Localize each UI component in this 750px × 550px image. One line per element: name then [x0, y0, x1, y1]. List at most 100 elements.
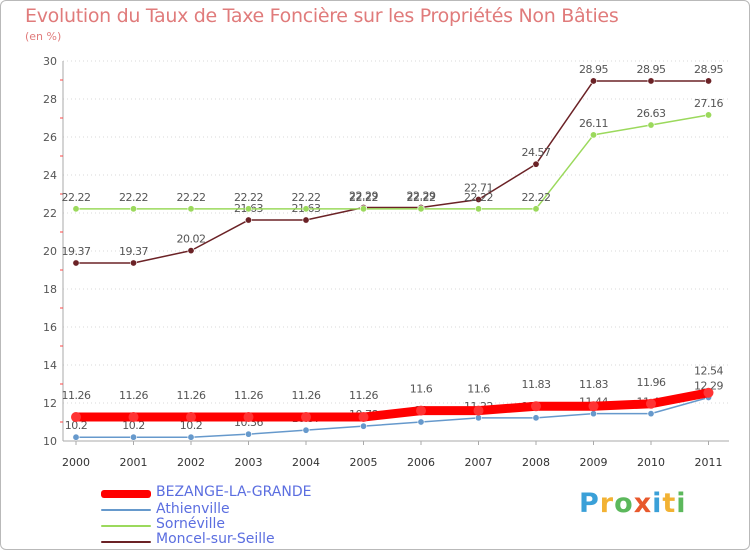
- chart-title: Evolution du Taux de Taxe Foncière sur l…: [25, 5, 619, 27]
- data-label-athienville-2001: 10.2: [122, 419, 145, 432]
- x-tick-label-2011: 2011: [695, 456, 723, 469]
- y-tick-label-10: 10: [43, 435, 57, 448]
- point-sorn-ville-2001: [130, 205, 138, 213]
- data-label-moncel-sur-seille-2000: 19.37: [62, 245, 91, 258]
- point-athienville-2009: [589, 410, 597, 418]
- data-label-sorn-ville-2001: 22.22: [119, 191, 148, 204]
- x-tick-label-2007: 2007: [465, 456, 493, 469]
- point-athienville-2008: [532, 414, 540, 422]
- y-tick-label-22: 22: [43, 207, 57, 220]
- data-label-moncel-sur-seille-2009: 28.95: [579, 63, 608, 76]
- legend-swatch-bezange: [101, 490, 151, 498]
- point-sorn-ville-2002: [187, 205, 195, 213]
- legend-swatch-moncel: [101, 541, 151, 543]
- data-label-moncel-sur-seille-2010: 28.95: [637, 63, 666, 76]
- point-moncel-sur-seille-2010: [647, 77, 655, 85]
- point-bezange-la-grande-2003: [243, 412, 254, 423]
- point-athienville-2006: [417, 418, 425, 426]
- point-athienville-2000: [72, 433, 80, 441]
- data-label-sorn-ville-2002: 22.22: [177, 191, 206, 204]
- series-line-bezange-la-grande: [71, 388, 713, 422]
- point-moncel-sur-seille-2009: [589, 77, 597, 85]
- point-moncel-sur-seille-2011: [704, 77, 712, 85]
- data-label-bezange-la-grande-2001: 11.26: [119, 389, 148, 402]
- proxiti-logo: Proxiti: [579, 488, 687, 519]
- data-label-sorn-ville-2005: 22.22: [349, 191, 378, 204]
- logo-letter: o: [614, 488, 634, 519]
- data-label-athienville-2002: 10.2: [180, 419, 203, 432]
- point-bezange-la-grande-2008: [531, 401, 541, 412]
- data-label-bezange-la-grande-2011: 12.54: [694, 365, 723, 378]
- point-moncel-sur-seille-2007: [474, 196, 482, 204]
- point-moncel-sur-seille-2001: [130, 259, 138, 267]
- data-label-sorn-ville-2008: 22.22: [522, 191, 551, 204]
- x-tick-label-2000: 2000: [62, 456, 90, 469]
- x-tick-label-2005: 2005: [350, 456, 378, 469]
- x-tick-label-2006: 2006: [407, 456, 435, 469]
- x-tick-label-2003: 2003: [235, 456, 263, 469]
- point-bezange-la-grande-2006: [416, 405, 426, 416]
- point-athienville-2003: [245, 430, 253, 438]
- data-label-bezange-la-grande-2002: 11.26: [177, 389, 206, 402]
- legend-swatch-sorneville: [101, 525, 151, 527]
- point-sorn-ville-2009: [589, 131, 597, 139]
- point-bezange-la-grande-2005: [358, 412, 369, 423]
- x-tick-label-2004: 2004: [292, 456, 320, 469]
- logo-letter: x: [633, 488, 653, 519]
- data-label-sorn-ville-2007: 22.22: [464, 191, 493, 204]
- data-label-bezange-la-grande-2005: 11.26: [349, 389, 378, 402]
- logo-letter: P: [579, 488, 600, 519]
- legend-label-moncel: Moncel-sur-Seille: [156, 531, 275, 547]
- data-label-sorn-ville-2010: 26.63: [637, 107, 666, 120]
- legend-label-sorneville: Sornéville: [156, 516, 226, 532]
- data-label-moncel-sur-seille-2005: 22.29: [349, 189, 378, 202]
- series-line-moncel-sur-seille: [75, 80, 710, 264]
- point-sorn-ville-2000: [72, 205, 80, 213]
- data-label-bezange-la-grande-2008: 11.83: [522, 378, 551, 391]
- data-label-sorn-ville-2004: 22.22: [292, 191, 321, 204]
- legend-swatch-athienville: [101, 509, 151, 511]
- legend-label-athienville: Athienville: [156, 501, 230, 517]
- point-moncel-sur-seille-2000: [72, 259, 80, 267]
- y-tick-label-26: 26: [43, 131, 57, 144]
- point-sorn-ville-2010: [647, 121, 655, 129]
- point-sorn-ville-2006: [417, 205, 425, 213]
- point-athienville-2010: [647, 410, 655, 418]
- point-sorn-ville-2004: [302, 205, 310, 213]
- point-sorn-ville-2008: [532, 205, 540, 213]
- point-athienville-2004: [302, 426, 310, 434]
- point-bezange-la-grande-2010: [646, 398, 656, 409]
- data-label-moncel-sur-seille-2008: 24.57: [522, 146, 551, 159]
- data-label-moncel-sur-seille-2007: 22.71: [464, 182, 493, 195]
- data-label-athienville-2011: 12.29: [694, 379, 723, 392]
- y-tick-label-24: 24: [43, 169, 57, 182]
- data-label-sorn-ville-2000: 22.22: [62, 191, 91, 204]
- logo-letter: i: [676, 488, 687, 519]
- x-tick-label-2008: 2008: [522, 456, 550, 469]
- point-sorn-ville-2005: [359, 205, 367, 213]
- y-tick-label-30: 30: [43, 55, 57, 68]
- y-tick-label-16: 16: [43, 321, 57, 334]
- y-tick-label-28: 28: [43, 93, 57, 106]
- data-label-moncel-sur-seille-2006: 22.29: [407, 189, 436, 202]
- point-moncel-sur-seille-2002: [187, 247, 195, 255]
- point-sorn-ville-2011: [704, 111, 712, 119]
- x-tick-label-2010: 2010: [637, 456, 665, 469]
- point-moncel-sur-seille-2008: [532, 160, 540, 168]
- point-athienville-2001: [130, 433, 138, 441]
- logo-letter: r: [599, 488, 615, 519]
- point-bezange-la-grande-2004: [301, 412, 311, 423]
- series-line-sorn-ville: [75, 114, 710, 210]
- point-moncel-sur-seille-2004: [302, 216, 310, 224]
- data-label-bezange-la-grande-2004: 11.26: [292, 389, 321, 402]
- point-athienville-2002: [187, 433, 195, 441]
- data-label-bezange-la-grande-2007: 11.6: [467, 383, 490, 396]
- y-tick-label-14: 14: [43, 359, 57, 372]
- point-athienville-2005: [359, 422, 367, 430]
- y-tick-label-12: 12: [43, 397, 57, 410]
- legend-label-bezange: BEZANGE-LA-GRANDE: [156, 484, 312, 500]
- series-line-athienville: [75, 396, 710, 438]
- data-label-sorn-ville-2006: 22.22: [407, 191, 436, 204]
- point-bezange-la-grande-2002: [186, 412, 196, 423]
- data-label-moncel-sur-seille-2001: 19.37: [119, 245, 148, 258]
